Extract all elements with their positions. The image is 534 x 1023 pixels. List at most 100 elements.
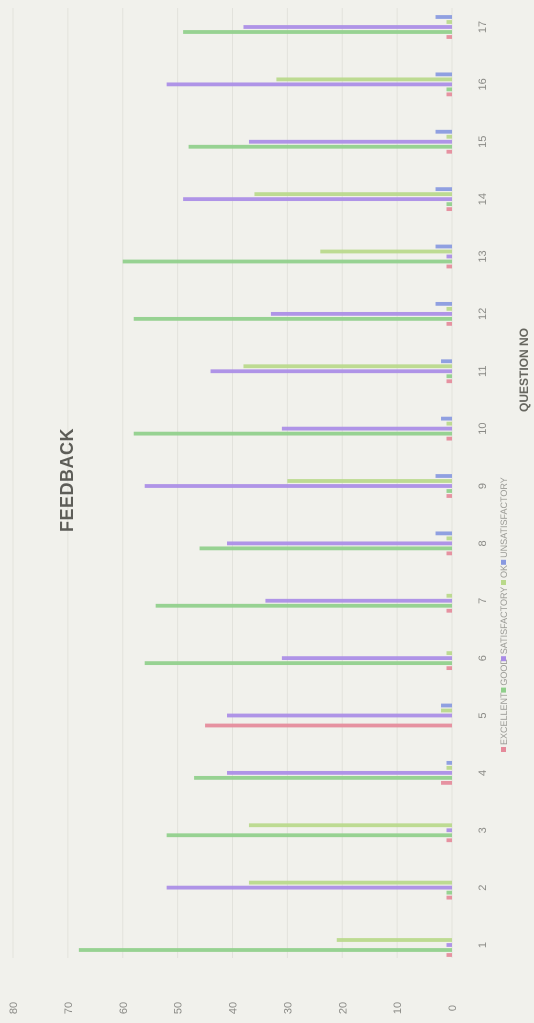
bar-good-q7 — [155, 603, 453, 608]
bar-satisfactory-q8 — [227, 541, 452, 546]
category-tick-label: 13 — [477, 250, 489, 262]
value-tick-label: 10 — [392, 1002, 404, 1014]
category-tick-label: 15 — [477, 136, 489, 148]
value-tick-label: 50 — [173, 1002, 185, 1014]
legend-swatch — [501, 747, 506, 752]
bar-ok-q6 — [446, 651, 452, 656]
bar-ok-q17 — [446, 20, 452, 24]
bar-ok-q10 — [446, 421, 452, 426]
bar-satisfactory-q3 — [446, 828, 452, 833]
bar-excellent-q4 — [441, 780, 452, 785]
bar-good-q9 — [446, 489, 452, 493]
category-tick-label: 17 — [477, 21, 489, 33]
bar-ok-q15 — [446, 134, 452, 139]
category-tick-label: 3 — [477, 827, 489, 833]
value-tick-label: 40 — [228, 1002, 240, 1014]
bar-satisfactory-q14 — [183, 197, 453, 202]
bar-excellent-q16 — [446, 92, 452, 97]
bar-satisfactory-q1 — [446, 943, 452, 947]
bar-good-q4 — [194, 775, 452, 780]
value-tick-label: 70 — [63, 1002, 75, 1014]
category-tick-label: 2 — [477, 885, 489, 891]
bar-good-q2 — [446, 890, 452, 895]
legend-label: UNSATISFACTORY — [499, 477, 509, 558]
bar-ok-q3 — [248, 823, 452, 828]
bar-good-q13 — [122, 259, 452, 264]
legend-swatch — [501, 656, 506, 662]
bar-unsatisfactory-q14 — [435, 187, 452, 192]
bar-unsatisfactory-q17 — [435, 15, 452, 19]
category-tick-label: 7 — [477, 598, 489, 604]
legend-label: GOOD — [499, 658, 509, 686]
category-tick-label: 6 — [477, 655, 489, 661]
legend: EXCELLENT GOOD SATISFACTORY OK UNSATISFACTOR… — [499, 477, 509, 752]
bar-ok-q1 — [336, 938, 452, 942]
bar-excellent-q7 — [446, 608, 452, 613]
chart-title: FEEDBACK — [57, 428, 77, 532]
bar-unsatisfactory-q15 — [435, 129, 452, 134]
category-tick-label: 10 — [477, 423, 489, 435]
value-axis-ticks: 0 10 20 30 40 50 60 70 80 — [8, 1002, 459, 1014]
value-tick-label: 0 — [447, 1005, 459, 1011]
category-tick-label: 9 — [477, 483, 489, 489]
bar-excellent-q12 — [446, 321, 452, 326]
bar-excellent-q8 — [446, 551, 452, 556]
bar-unsatisfactory-q12 — [435, 301, 452, 306]
bar-good-q15 — [188, 144, 452, 149]
category-tick-label: 5 — [477, 712, 489, 718]
legend-label: OK — [499, 565, 509, 578]
bar-satisfactory-q10 — [281, 426, 452, 431]
legend-label: SATISFACTORY — [499, 587, 509, 655]
bar-good-q1 — [78, 948, 452, 952]
bar-excellent-q17 — [446, 35, 452, 39]
bar-ok-q16 — [276, 77, 452, 82]
bar-satisfactory-q6 — [281, 656, 452, 661]
category-tick-label: 12 — [477, 308, 489, 320]
bar-satisfactory-q5 — [227, 713, 452, 718]
bar-satisfactory-q13 — [446, 254, 452, 259]
bars — [78, 15, 453, 957]
bar-ok-q4 — [446, 765, 452, 770]
bar-unsatisfactory-q8 — [435, 531, 452, 536]
legend-label: EXCELLENT — [499, 692, 509, 745]
bar-excellent-q3 — [446, 838, 452, 843]
category-tick-label: 11 — [477, 366, 489, 377]
x-axis-title: QUESTION NO — [517, 328, 531, 412]
bar-satisfactory-q11 — [210, 369, 452, 374]
bar-ok-q7 — [446, 593, 452, 598]
bar-ok-q11 — [243, 364, 452, 369]
bar-unsatisfactory-q5 — [441, 703, 452, 708]
bar-unsatisfactory-q9 — [435, 474, 452, 478]
category-tick-label: 16 — [477, 78, 489, 90]
category-tick-label: 14 — [477, 193, 489, 205]
value-tick-label: 30 — [282, 1002, 294, 1014]
legend-swatch — [501, 559, 506, 565]
bar-good-q6 — [144, 661, 452, 666]
bar-excellent-q5 — [205, 723, 452, 728]
category-tick-label: 4 — [477, 770, 489, 776]
bar-good-q8 — [199, 546, 452, 551]
bar-good-q12 — [133, 316, 452, 321]
value-tick-label: 60 — [118, 1002, 130, 1014]
bar-good-q16 — [446, 87, 452, 92]
category-tick-label: 8 — [477, 540, 489, 546]
bar-excellent-q13 — [446, 264, 452, 269]
bar-ok-q13 — [320, 249, 452, 254]
bar-satisfactory-q16 — [166, 82, 452, 87]
bar-ok-q5 — [441, 708, 452, 713]
bar-good-q17 — [183, 30, 453, 34]
bar-unsatisfactory-q4 — [446, 760, 452, 765]
bar-unsatisfactory-q11 — [441, 359, 452, 364]
bar-ok-q2 — [248, 880, 452, 885]
bar-satisfactory-q15 — [248, 139, 452, 144]
bar-good-q11 — [446, 374, 452, 379]
bar-good-q3 — [166, 833, 452, 838]
bar-ok-q14 — [254, 192, 452, 197]
bar-unsatisfactory-q16 — [435, 72, 452, 77]
gridlines — [12, 8, 453, 958]
bar-ok-q12 — [446, 306, 452, 311]
bar-ok-q9 — [287, 479, 452, 483]
bar-good-q10 — [133, 431, 452, 436]
